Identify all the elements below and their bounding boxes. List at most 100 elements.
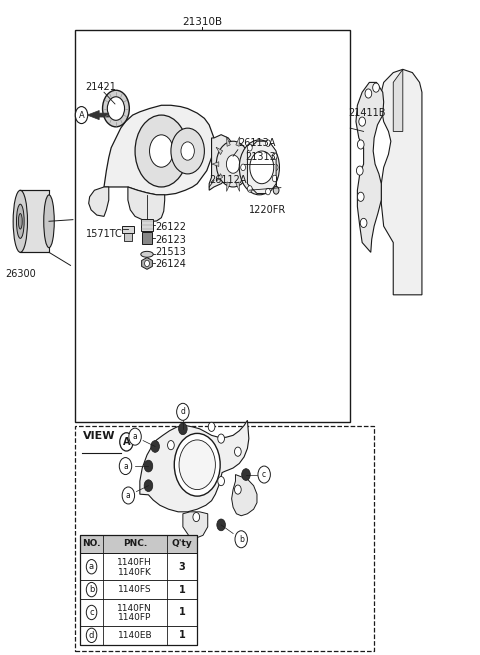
Polygon shape <box>236 182 240 191</box>
Circle shape <box>168 441 174 450</box>
Text: 1140FP: 1140FP <box>118 614 152 622</box>
Polygon shape <box>216 174 223 181</box>
Circle shape <box>265 183 270 190</box>
Circle shape <box>247 151 271 183</box>
Circle shape <box>372 83 379 92</box>
Text: c: c <box>262 470 266 479</box>
Circle shape <box>129 428 141 445</box>
Polygon shape <box>128 187 165 221</box>
Polygon shape <box>140 421 249 512</box>
Circle shape <box>273 164 278 171</box>
Bar <box>124 233 132 240</box>
Circle shape <box>171 128 204 174</box>
Circle shape <box>218 477 225 485</box>
Circle shape <box>144 480 153 491</box>
Text: 26122: 26122 <box>155 223 186 233</box>
Text: 1: 1 <box>179 585 185 595</box>
Text: 26300: 26300 <box>5 269 36 278</box>
Text: 21513: 21513 <box>155 247 186 257</box>
Circle shape <box>179 440 216 489</box>
Polygon shape <box>212 162 219 166</box>
Text: 26124: 26124 <box>155 259 186 269</box>
Text: PNC.: PNC. <box>123 539 147 548</box>
Circle shape <box>218 434 225 443</box>
Text: a: a <box>89 562 94 571</box>
Circle shape <box>360 218 367 227</box>
Text: b: b <box>239 534 244 544</box>
Text: Q'ty: Q'ty <box>171 539 192 548</box>
Ellipse shape <box>141 252 153 257</box>
Polygon shape <box>87 111 109 120</box>
Bar <box>80 626 197 645</box>
Circle shape <box>181 142 194 160</box>
Circle shape <box>249 183 253 190</box>
Ellipse shape <box>44 195 54 248</box>
Text: b: b <box>89 585 94 594</box>
Text: 26123: 26123 <box>155 235 186 245</box>
Text: 1: 1 <box>179 607 185 618</box>
Circle shape <box>272 175 277 181</box>
Circle shape <box>235 447 241 457</box>
Polygon shape <box>89 187 109 216</box>
Polygon shape <box>381 69 422 295</box>
Polygon shape <box>243 174 250 181</box>
Circle shape <box>151 441 159 453</box>
Circle shape <box>265 188 270 195</box>
Circle shape <box>249 145 253 151</box>
Circle shape <box>122 487 134 504</box>
Text: d: d <box>180 407 185 417</box>
Text: 21411B: 21411B <box>348 108 385 119</box>
Circle shape <box>247 145 252 151</box>
Circle shape <box>227 155 240 174</box>
Bar <box>141 219 153 231</box>
Circle shape <box>216 141 250 187</box>
Text: 1140FN: 1140FN <box>118 604 152 613</box>
Polygon shape <box>232 475 257 515</box>
Circle shape <box>358 192 364 201</box>
Circle shape <box>103 90 129 127</box>
Circle shape <box>120 433 133 451</box>
Text: d: d <box>89 631 94 640</box>
Circle shape <box>86 628 97 643</box>
Ellipse shape <box>13 190 27 252</box>
Text: c: c <box>89 608 94 617</box>
Text: 26112A: 26112A <box>209 175 247 185</box>
Bar <box>80 553 197 580</box>
Bar <box>80 599 197 626</box>
Polygon shape <box>356 83 384 252</box>
Circle shape <box>242 469 250 481</box>
Circle shape <box>144 460 153 472</box>
Circle shape <box>177 403 189 421</box>
Circle shape <box>235 485 241 494</box>
Polygon shape <box>183 512 208 538</box>
Circle shape <box>174 434 220 496</box>
Text: NO.: NO. <box>82 539 101 548</box>
Text: 1140FH: 1140FH <box>118 558 152 567</box>
Polygon shape <box>216 147 223 155</box>
Bar <box>80 534 197 553</box>
Text: a: a <box>123 462 128 470</box>
Text: 26113A: 26113A <box>238 138 275 148</box>
Circle shape <box>247 185 252 192</box>
Circle shape <box>150 135 173 167</box>
Circle shape <box>75 107 88 124</box>
Circle shape <box>272 153 277 160</box>
Circle shape <box>359 117 365 126</box>
Circle shape <box>258 466 270 483</box>
Text: 1: 1 <box>179 630 185 641</box>
Text: 1140EB: 1140EB <box>118 631 152 640</box>
Circle shape <box>358 140 364 149</box>
Bar <box>121 226 134 233</box>
Circle shape <box>365 89 372 98</box>
Circle shape <box>179 423 187 435</box>
Bar <box>75 30 350 422</box>
Circle shape <box>217 519 226 531</box>
Circle shape <box>208 422 215 432</box>
Text: 21421: 21421 <box>85 82 116 92</box>
Circle shape <box>357 166 363 175</box>
Circle shape <box>144 260 149 267</box>
Polygon shape <box>142 257 152 269</box>
Text: 21310B: 21310B <box>182 17 222 27</box>
Bar <box>80 580 197 599</box>
Circle shape <box>273 186 279 194</box>
